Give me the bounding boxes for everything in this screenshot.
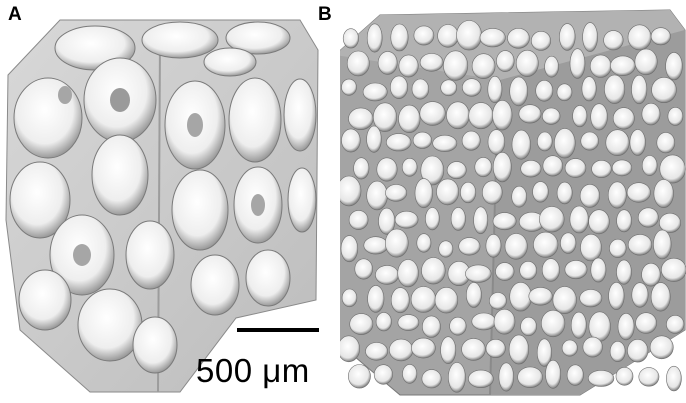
panel-a-label: A (8, 4, 22, 25)
panel-a: A 500 μm (0, 0, 340, 403)
panel-b-label: B (318, 4, 332, 25)
scaffold-b-render (340, 9, 686, 396)
scale-bar-label: 500 μm (196, 352, 310, 389)
scaffold-a-render (5, 19, 319, 393)
scale-bar (237, 328, 319, 332)
panel-b: B (318, 0, 686, 403)
pores-b (340, 20, 686, 393)
